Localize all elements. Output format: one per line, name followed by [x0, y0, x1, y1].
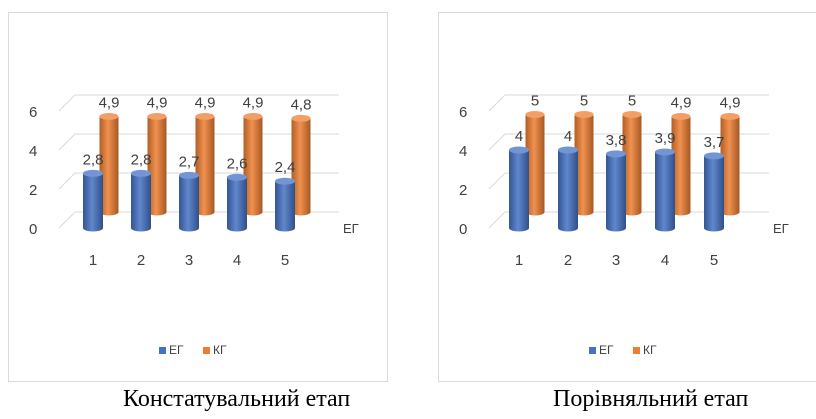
- y-tick-label: 6: [459, 104, 467, 121]
- x-tick-label: 1: [515, 252, 523, 269]
- y-tick-label: 4: [459, 143, 467, 160]
- chart-panel-porivnyalnyi: 0 2 4 6 4 4 3,8 3,9 3,7 5 5 5 4,9 4,9 1 2 3 4 5 ЕГ ЕГ КГ: [438, 12, 816, 382]
- data-label: 4: [515, 128, 523, 145]
- data-label: 4,9: [720, 94, 741, 111]
- data-label: 2,7: [179, 153, 200, 170]
- bar-kg: [99, 112, 119, 216]
- legend-swatch: [633, 347, 640, 354]
- data-label: 2,6: [227, 155, 248, 172]
- data-label: 5: [531, 93, 539, 110]
- bar-eg: [655, 148, 675, 232]
- y-tick-label: 2: [459, 182, 467, 199]
- legend-swatch: [589, 347, 596, 354]
- bar-kg: [243, 112, 263, 216]
- bar-kg: [671, 112, 691, 216]
- bar-kg: [291, 114, 311, 216]
- legend-swatch: [203, 347, 210, 354]
- bar-kg: [147, 112, 167, 216]
- bar-eg: [704, 152, 724, 232]
- gridline-diagonal: [488, 172, 506, 190]
- bar-eg: [179, 171, 199, 232]
- gridline-diagonal: [58, 211, 76, 229]
- caption-constatuval: Констатувальний етап: [123, 386, 351, 412]
- data-label: 4,9: [243, 94, 264, 111]
- data-label: 4,9: [147, 94, 168, 111]
- x-tick-label: 1: [89, 252, 97, 269]
- depth-axis-label: ЕГ: [343, 221, 359, 236]
- data-label: 4,9: [195, 94, 216, 111]
- bar-kg: [195, 112, 215, 216]
- y-tick-label: 6: [29, 104, 37, 121]
- bar-kg: [622, 111, 642, 216]
- gridline-diagonal: [58, 133, 76, 151]
- y-tick-label: 4: [29, 143, 37, 160]
- bar-eg: [509, 146, 529, 232]
- data-label: 5: [628, 93, 636, 110]
- data-label: 4: [564, 128, 572, 145]
- gridline-diagonal: [58, 94, 76, 112]
- bar-kg: [525, 111, 545, 216]
- data-label: 2,4: [275, 159, 296, 176]
- data-label: 3,7: [704, 134, 725, 151]
- legend-label: ЕГ: [599, 343, 614, 357]
- gridline-diagonal: [488, 133, 506, 151]
- legend-swatch: [159, 347, 166, 354]
- x-tick-label: 2: [564, 252, 572, 269]
- bar-eg: [131, 169, 151, 232]
- x-tick-label: 5: [710, 252, 718, 269]
- depth-axis-label: ЕГ: [773, 221, 789, 236]
- bar-eg: [275, 177, 295, 232]
- data-label: 3,8: [606, 132, 627, 149]
- legend-label: ЕГ: [169, 343, 184, 357]
- bar-eg: [558, 146, 578, 232]
- data-label: 5: [580, 93, 588, 110]
- bar-eg: [606, 150, 626, 232]
- x-tick-label: 4: [661, 252, 669, 269]
- data-label: 4,8: [291, 96, 312, 113]
- data-label: 4,9: [671, 94, 692, 111]
- chart-svg-porivnyalnyi: 0 2 4 6 4 4 3,8 3,9 3,7 5 5 5 4,9 4,9 1 2 3 4 5 ЕГ ЕГ КГ: [459, 93, 789, 358]
- data-label: 4,9: [99, 94, 120, 111]
- x-tick-label: 2: [137, 252, 145, 269]
- x-tick-label: 3: [612, 252, 620, 269]
- gridline-diagonal: [488, 94, 506, 112]
- x-tick-label: 3: [185, 252, 193, 269]
- y-tick-label: 0: [29, 221, 37, 238]
- x-tick-label: 4: [233, 252, 241, 269]
- bar-kg: [720, 112, 740, 216]
- legend-label: КГ: [213, 343, 227, 357]
- chart-panel-constatuval: 0 2 4 6 2,8 2,8 2,7 2,6 2,4 4,9 4,9 4,9 4,9 4,8 1 2 3 4 5 Е…: [8, 12, 388, 382]
- gridline-diagonal: [488, 211, 506, 229]
- x-tick-label: 5: [281, 252, 289, 269]
- data-label: 2,8: [83, 151, 104, 168]
- chart-svg-constatuval: 0 2 4 6 2,8 2,8 2,7 2,6 2,4 4,9 4,9 4,9 4,9 4,8 1 2 3 4 5 Е…: [29, 94, 359, 357]
- bar-eg: [227, 173, 247, 232]
- caption-porivnyalnyi: Порівняльний етап: [553, 386, 749, 412]
- y-tick-label: 2: [29, 182, 37, 199]
- y-tick-label: 0: [459, 221, 467, 238]
- data-label: 2,8: [131, 151, 152, 168]
- legend-label: КГ: [643, 343, 657, 357]
- data-label: 3,9: [655, 130, 676, 147]
- gridline-diagonal: [58, 172, 76, 190]
- bar-eg: [83, 169, 103, 232]
- bar-kg: [574, 111, 594, 216]
